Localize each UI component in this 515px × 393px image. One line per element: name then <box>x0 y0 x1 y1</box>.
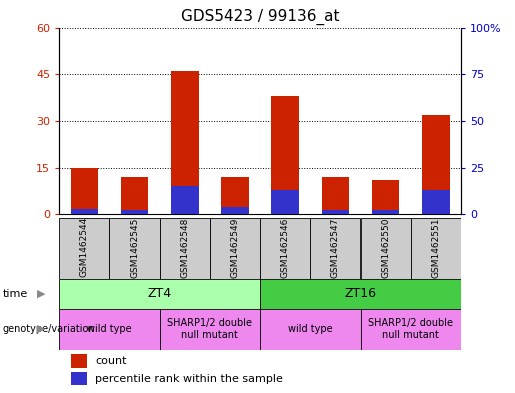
Bar <box>422 190 450 214</box>
Bar <box>410 218 461 279</box>
Text: time: time <box>3 289 28 299</box>
Bar <box>71 209 98 214</box>
Bar <box>59 218 109 279</box>
Bar <box>260 279 461 309</box>
Bar <box>221 177 249 214</box>
Text: GSM1462546: GSM1462546 <box>281 217 289 277</box>
Text: count: count <box>95 356 127 366</box>
Bar <box>160 218 210 279</box>
Text: ▶: ▶ <box>37 289 46 299</box>
Bar <box>160 309 260 350</box>
Bar <box>221 207 249 214</box>
Text: ZT4: ZT4 <box>148 287 171 300</box>
Bar <box>260 218 310 279</box>
Bar <box>171 71 199 214</box>
Bar <box>71 354 88 368</box>
Text: GSM1462548: GSM1462548 <box>180 217 189 277</box>
Bar <box>260 309 360 350</box>
Bar <box>321 177 349 214</box>
Text: GSM1462545: GSM1462545 <box>130 217 139 277</box>
Title: GDS5423 / 99136_at: GDS5423 / 99136_at <box>181 9 339 25</box>
Text: wild type: wild type <box>288 324 333 334</box>
Text: genotype/variation: genotype/variation <box>3 324 95 334</box>
Text: SHARP1/2 double
null mutant: SHARP1/2 double null mutant <box>167 318 252 340</box>
Bar <box>360 218 410 279</box>
Bar <box>109 218 160 279</box>
Bar <box>121 177 148 214</box>
Bar <box>121 211 148 214</box>
Text: GSM1462549: GSM1462549 <box>231 217 239 277</box>
Text: SHARP1/2 double
null mutant: SHARP1/2 double null mutant <box>368 318 453 340</box>
Bar <box>171 186 199 214</box>
Bar <box>59 309 160 350</box>
Bar <box>422 115 450 214</box>
Text: ▶: ▶ <box>37 324 46 334</box>
Bar <box>59 279 260 309</box>
Text: percentile rank within the sample: percentile rank within the sample <box>95 374 283 384</box>
Text: GSM1462550: GSM1462550 <box>381 217 390 277</box>
Bar <box>321 211 349 214</box>
Bar <box>372 180 400 214</box>
Bar <box>271 96 299 214</box>
Bar <box>360 309 461 350</box>
Bar <box>310 218 360 279</box>
Text: ZT16: ZT16 <box>345 287 376 300</box>
Text: GSM1462551: GSM1462551 <box>432 217 440 277</box>
Text: GSM1462547: GSM1462547 <box>331 217 340 277</box>
Bar <box>210 218 260 279</box>
Text: wild type: wild type <box>87 324 132 334</box>
Bar <box>271 190 299 214</box>
Bar <box>372 211 400 214</box>
Bar <box>71 372 88 385</box>
Text: GSM1462544: GSM1462544 <box>80 217 89 277</box>
Bar <box>71 167 98 214</box>
